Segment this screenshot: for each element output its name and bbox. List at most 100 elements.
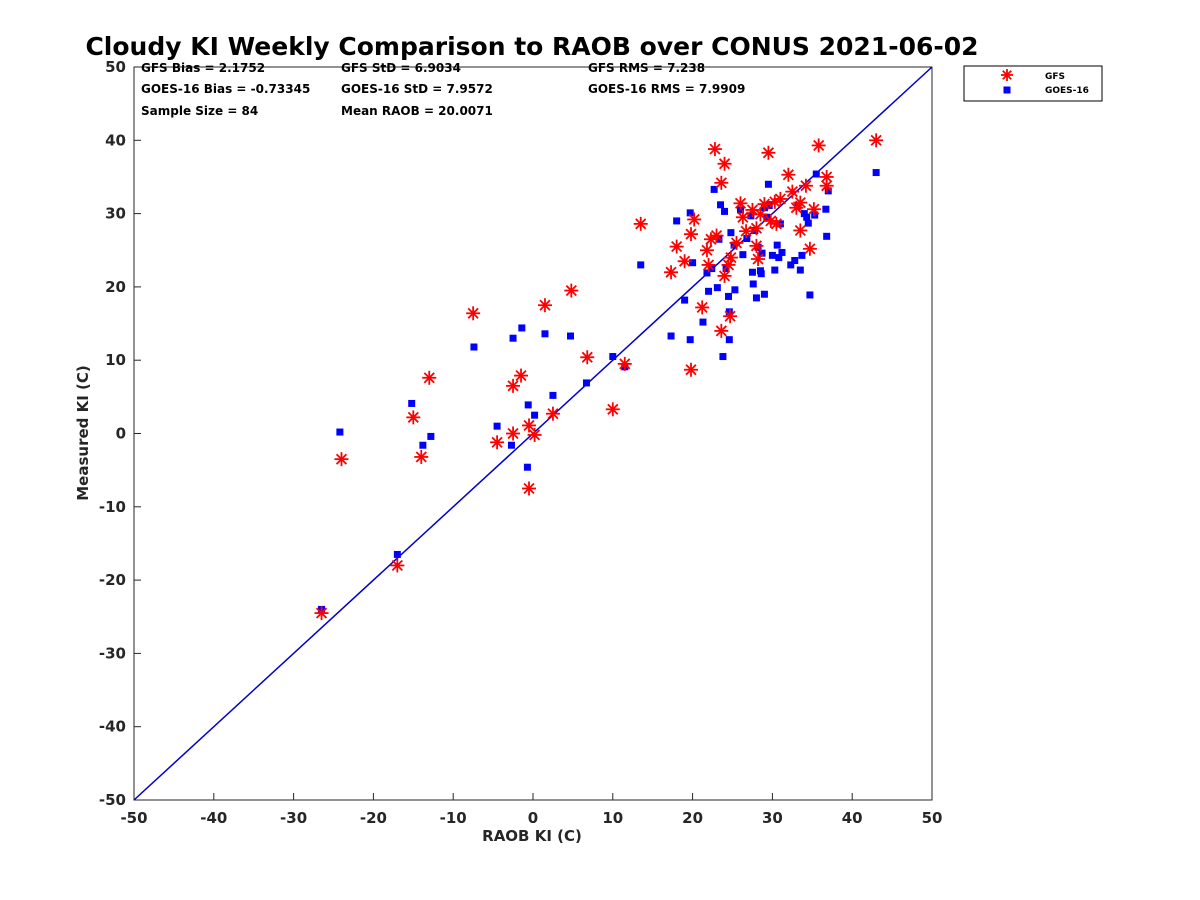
y-tick-label: -20 — [99, 571, 126, 589]
goes-16-point — [748, 268, 756, 276]
goes-16-point — [689, 259, 697, 267]
gfs-point — [869, 133, 884, 148]
goes-16-point — [705, 287, 713, 295]
gfs-point — [522, 481, 537, 496]
gfs-point — [806, 202, 821, 217]
goes-16-marker-glyph — [1003, 86, 1011, 94]
stat-gfs-bias: GFS Bias = 2.1752 — [141, 61, 265, 75]
gfs-point — [664, 265, 679, 280]
goes-16-point — [812, 170, 820, 178]
gfs-point — [735, 210, 750, 225]
gfs-point — [717, 268, 732, 283]
goes-16-point — [507, 441, 515, 449]
goes-16-point — [609, 353, 617, 361]
y-axis: -50 -40 -30 -20 -10 0 10 20 30 40 50 — [99, 58, 141, 809]
x-tick-label: 50 — [922, 809, 943, 827]
goes-16-point — [509, 334, 517, 342]
gfs-point — [793, 223, 808, 238]
goes-16-point — [796, 266, 804, 274]
goes-16-point — [713, 284, 721, 292]
y-tick-label: -10 — [99, 498, 126, 516]
goes-16-point — [824, 187, 832, 195]
gfs-point — [390, 558, 405, 573]
goes-16-point — [743, 235, 751, 243]
gfs-point — [617, 356, 632, 371]
stat-goes-std: GOES-16 StD = 7.9572 — [341, 82, 493, 96]
gfs-point — [707, 142, 722, 157]
goes-16-point — [523, 463, 531, 471]
goes-16-point — [747, 212, 755, 220]
x-tick-label: 40 — [842, 809, 863, 827]
gfs-point — [633, 216, 648, 231]
gfs-point — [811, 138, 826, 153]
gfs-point — [723, 309, 738, 324]
goes-16-point — [637, 261, 645, 269]
x-tick-label: -20 — [360, 809, 387, 827]
gfs-point — [773, 191, 788, 206]
goes-16-point — [725, 292, 733, 300]
gfs-point — [490, 435, 505, 450]
goes-16-point — [791, 257, 799, 265]
goes-16-point — [739, 251, 747, 259]
series-gfs — [314, 133, 884, 621]
goes-16-point — [823, 232, 831, 240]
gfs-point — [669, 239, 684, 254]
y-tick-label: -40 — [99, 718, 126, 736]
goes-16-point — [768, 251, 776, 259]
goes-16-point — [673, 217, 681, 225]
gfs-point — [314, 606, 329, 621]
goes-16-point — [758, 249, 766, 257]
gfs-point — [684, 227, 699, 242]
gfs-point — [684, 362, 699, 377]
gfs-point — [580, 350, 595, 365]
gfs-point — [819, 169, 834, 184]
legend-gfs-label: GFS — [1045, 72, 1065, 82]
gfs-point — [757, 197, 772, 212]
gfs-point — [564, 283, 579, 298]
gfs-point — [687, 212, 702, 227]
goes-16-point — [567, 332, 575, 340]
goes-16-point — [800, 210, 808, 218]
gfs-point — [514, 368, 529, 383]
gfs-point — [717, 156, 732, 171]
gfs-point — [677, 254, 692, 269]
gfs-point — [767, 194, 782, 209]
goes-16-point — [667, 332, 675, 340]
goes-16-point — [699, 318, 707, 326]
goes-16-point — [764, 180, 772, 188]
stat-mean-raob: Mean RAOB = 20.0071 — [341, 104, 493, 118]
x-tick-label: 20 — [682, 809, 703, 827]
y-tick-label: 50 — [105, 58, 126, 76]
x-tick-label: -40 — [200, 809, 227, 827]
goes-16-point — [717, 201, 725, 209]
goes-16-point — [419, 441, 427, 449]
y-axis-label: Measured KI (C) — [74, 365, 92, 501]
goes-16-point — [765, 202, 773, 210]
goes-16-point — [549, 391, 557, 399]
y-tick-label: 20 — [105, 278, 126, 296]
goes-16-point — [408, 399, 416, 407]
y-tick-label: 40 — [105, 131, 126, 149]
goes-16-point — [686, 209, 694, 217]
gfs-point — [785, 184, 800, 199]
goes-16-point — [822, 205, 830, 213]
legend-gfs-marker — [1001, 69, 1013, 81]
gfs-point — [714, 323, 729, 338]
goes-16-point — [725, 336, 733, 344]
gfs-point — [749, 238, 764, 253]
gfs-marker-glyph — [1001, 69, 1013, 81]
gfs-point — [781, 167, 796, 182]
gfs-point — [466, 306, 481, 321]
x-tick-label: -50 — [120, 809, 147, 827]
x-axis-label: RAOB KI (C) — [482, 827, 582, 845]
goes-16-point — [393, 550, 401, 558]
gfs-point — [714, 175, 729, 190]
x-tick-label: 30 — [762, 809, 783, 827]
goes-16-point — [778, 248, 786, 256]
goes-16-point — [757, 270, 765, 278]
gfs-point — [414, 449, 429, 464]
gfs-point — [793, 195, 808, 210]
goes-16-point — [727, 229, 735, 237]
goes-16-point — [518, 324, 526, 332]
goes-16-point — [524, 401, 532, 409]
